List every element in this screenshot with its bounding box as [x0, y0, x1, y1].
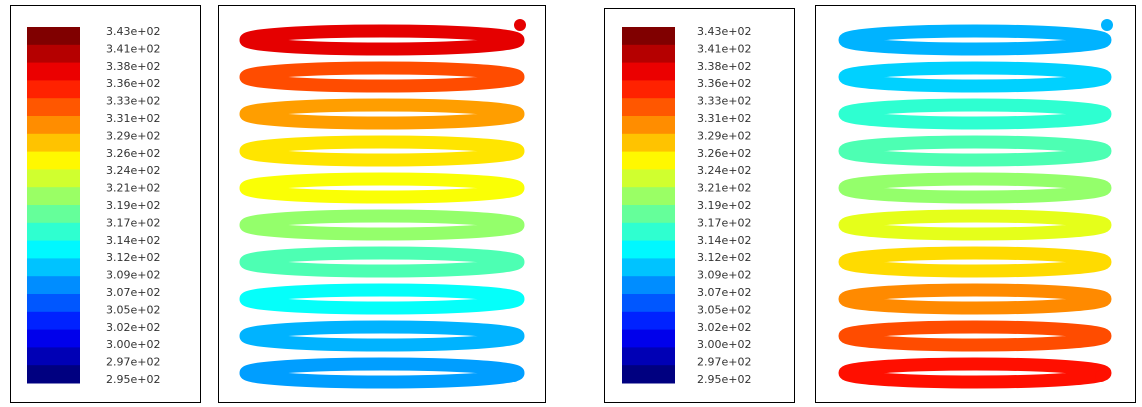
legend-label: 3.02e+02: [106, 321, 160, 334]
color-swatch: [27, 312, 80, 330]
color-swatch: [27, 241, 80, 259]
color-swatch: [27, 330, 80, 348]
color-swatch: [622, 134, 675, 152]
legend-label: 3.38e+02: [697, 60, 751, 73]
legend-label: 3.21e+02: [697, 182, 751, 195]
color-swatch: [27, 45, 80, 63]
color-swatch: [27, 169, 80, 187]
legend-label: 3.41e+02: [697, 42, 751, 55]
coil-end: [1095, 370, 1107, 382]
legend-label: 3.14e+02: [697, 234, 751, 247]
legend-label: 3.43e+02: [697, 25, 751, 38]
color-swatch: [622, 80, 675, 98]
legend-label: 3.07e+02: [106, 286, 160, 299]
legend-label: 3.07e+02: [697, 286, 751, 299]
color-swatch: [622, 187, 675, 205]
legend-label: 3.09e+02: [697, 269, 751, 282]
color-swatch: [622, 258, 675, 276]
color-swatch: [622, 330, 675, 348]
legend-label: 3.43e+02: [106, 25, 160, 38]
legend-label: 3.36e+02: [697, 77, 751, 90]
legend-label: 3.26e+02: [697, 147, 751, 160]
color-swatch: [622, 63, 675, 81]
color-swatch: [622, 365, 675, 383]
color-swatch: [27, 365, 80, 383]
color-swatch: [27, 63, 80, 81]
legend-label: 3.12e+02: [697, 251, 751, 264]
legend-label: 3.33e+02: [106, 95, 160, 108]
legend-label: 3.02e+02: [697, 321, 751, 334]
color-swatch: [27, 258, 80, 276]
legend-label: 2.97e+02: [106, 356, 160, 369]
color-swatch: [27, 116, 80, 134]
color-swatch: [27, 134, 80, 152]
color-swatch: [622, 223, 675, 241]
color-swatch: [27, 80, 80, 98]
figure: 3.43e+02 3.41e+02 3.38e+02 3.36e+02 3.33e+02…: [0, 0, 1142, 407]
coil-end: [514, 19, 526, 31]
color-swatch: [622, 241, 675, 259]
color-swatch: [27, 27, 80, 45]
legend-label: 3.05e+02: [106, 303, 160, 316]
legend-label: 3.29e+02: [697, 129, 751, 142]
color-swatch: [27, 347, 80, 365]
color-swatch: [27, 223, 80, 241]
legend-label: 3.12e+02: [106, 251, 160, 264]
legend-label: 3.17e+02: [106, 216, 160, 229]
legend-label: 3.09e+02: [106, 269, 160, 282]
color-swatch: [622, 205, 675, 223]
legend-label: 3.36e+02: [106, 77, 160, 90]
color-swatch: [622, 116, 675, 134]
color-swatch: [622, 276, 675, 294]
legend-label: 2.95e+02: [106, 373, 160, 386]
legend-label: 3.17e+02: [697, 216, 751, 229]
color-swatch: [622, 169, 675, 187]
color-swatch: [27, 205, 80, 223]
legend-label: 3.29e+02: [106, 129, 160, 142]
color-swatch: [622, 312, 675, 330]
color-swatch: [27, 152, 80, 170]
color-swatch: [622, 152, 675, 170]
legend-label: 3.24e+02: [106, 164, 160, 177]
color-swatch: [27, 294, 80, 312]
legend-label: 2.97e+02: [697, 356, 751, 369]
legend-label: 3.31e+02: [697, 112, 751, 125]
legend-label: 3.24e+02: [697, 164, 751, 177]
coil-end: [508, 370, 520, 382]
legend-label: 3.05e+02: [697, 303, 751, 316]
color-swatch: [622, 27, 675, 45]
legend-label: 3.14e+02: [106, 234, 160, 247]
legend-label: 3.19e+02: [697, 199, 751, 212]
coil-end: [1101, 19, 1113, 31]
legend-label: 3.00e+02: [697, 338, 751, 351]
legend-label: 3.33e+02: [697, 95, 751, 108]
legend-label: 3.38e+02: [106, 60, 160, 73]
legend-label: 3.41e+02: [106, 42, 160, 55]
color-swatch: [622, 98, 675, 116]
legend-label: 3.19e+02: [106, 199, 160, 212]
legend-label: 3.26e+02: [106, 147, 160, 160]
color-swatch: [622, 347, 675, 365]
legend-label: 3.31e+02: [106, 112, 160, 125]
legend-label: 2.95e+02: [697, 373, 751, 386]
color-swatch: [27, 187, 80, 205]
color-swatch: [27, 98, 80, 116]
legend-label: 3.21e+02: [106, 182, 160, 195]
color-swatch: [27, 276, 80, 294]
color-swatch: [622, 294, 675, 312]
legend-label: 3.00e+02: [106, 338, 160, 351]
color-swatch: [622, 45, 675, 63]
